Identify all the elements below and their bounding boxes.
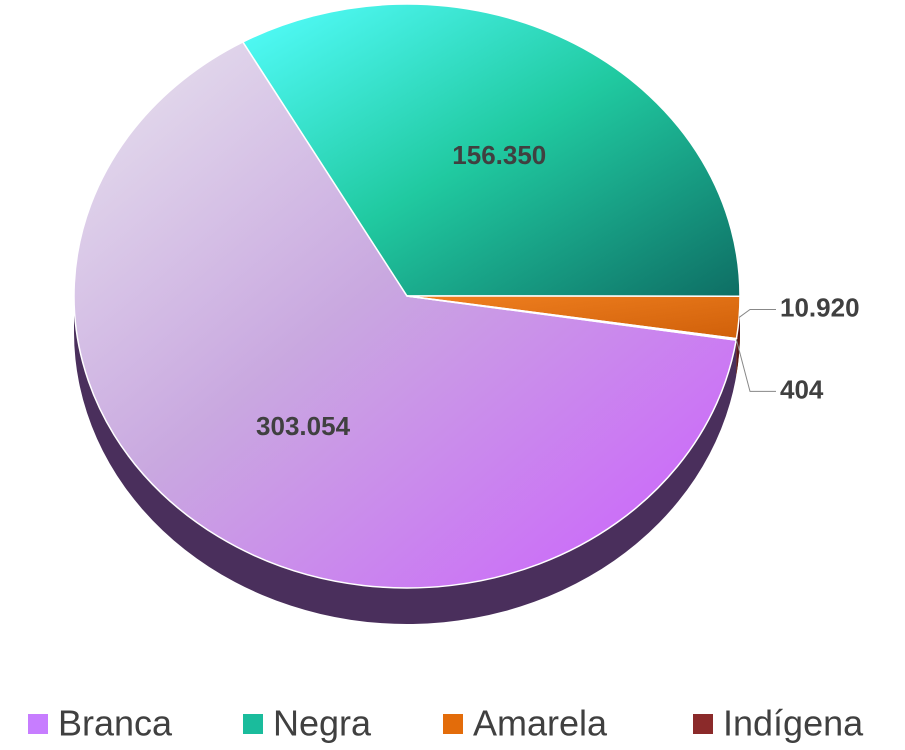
slice	[73, 40, 738, 589]
data-label: 156.350	[452, 140, 546, 170]
leader-line	[738, 308, 776, 318]
legend-label: Indígena	[723, 703, 864, 744]
slice-side	[736, 296, 740, 377]
legend-swatch	[693, 714, 713, 734]
legend-label: Negra	[273, 703, 372, 744]
data-label: 10.920	[780, 292, 860, 322]
data-label: 404	[780, 374, 824, 404]
leader-line	[735, 339, 776, 392]
legend-swatch	[443, 714, 463, 734]
legend-label: Branca	[58, 703, 173, 744]
legend-label: Amarela	[473, 703, 608, 744]
legend-swatch	[243, 714, 263, 734]
legend-swatch	[28, 714, 48, 734]
data-label: 303.054	[256, 411, 351, 441]
slice	[241, 3, 741, 297]
